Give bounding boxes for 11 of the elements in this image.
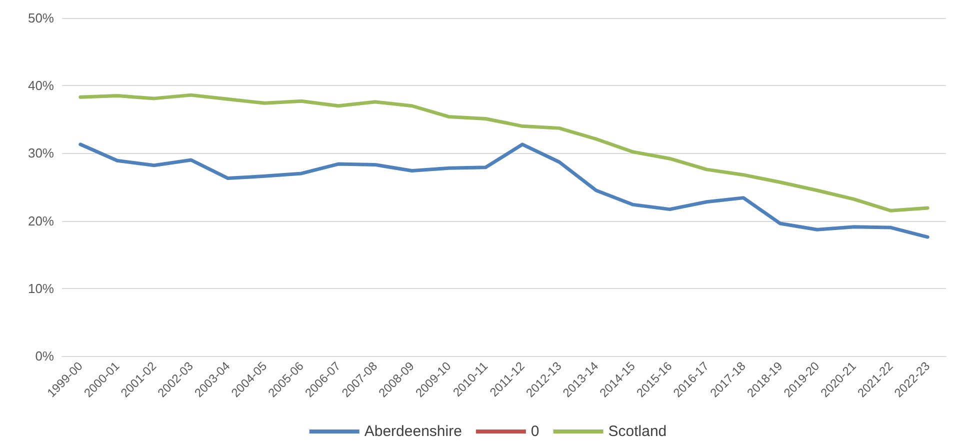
line-series: [78, 142, 930, 239]
y-tick-label: 10%: [28, 280, 54, 296]
line-series: [78, 93, 930, 212]
y-tick-label: 20%: [28, 213, 54, 228]
y-tick-label: 40%: [28, 78, 54, 94]
y-tick-label: 30%: [28, 146, 54, 161]
y-tick-label: 0%: [35, 348, 54, 364]
y-tick-label: 50%: [28, 10, 54, 26]
legend-label: Aberdeenshire: [364, 423, 462, 440]
legend-label: 0: [530, 423, 540, 440]
legend-label: Scotland: [608, 423, 667, 440]
